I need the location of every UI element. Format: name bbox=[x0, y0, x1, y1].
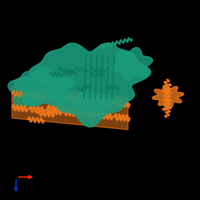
Polygon shape bbox=[71, 92, 113, 112]
Polygon shape bbox=[14, 67, 74, 106]
Polygon shape bbox=[8, 72, 48, 106]
Polygon shape bbox=[12, 86, 128, 130]
Polygon shape bbox=[152, 85, 184, 107]
Polygon shape bbox=[112, 48, 152, 80]
Polygon shape bbox=[29, 43, 151, 127]
